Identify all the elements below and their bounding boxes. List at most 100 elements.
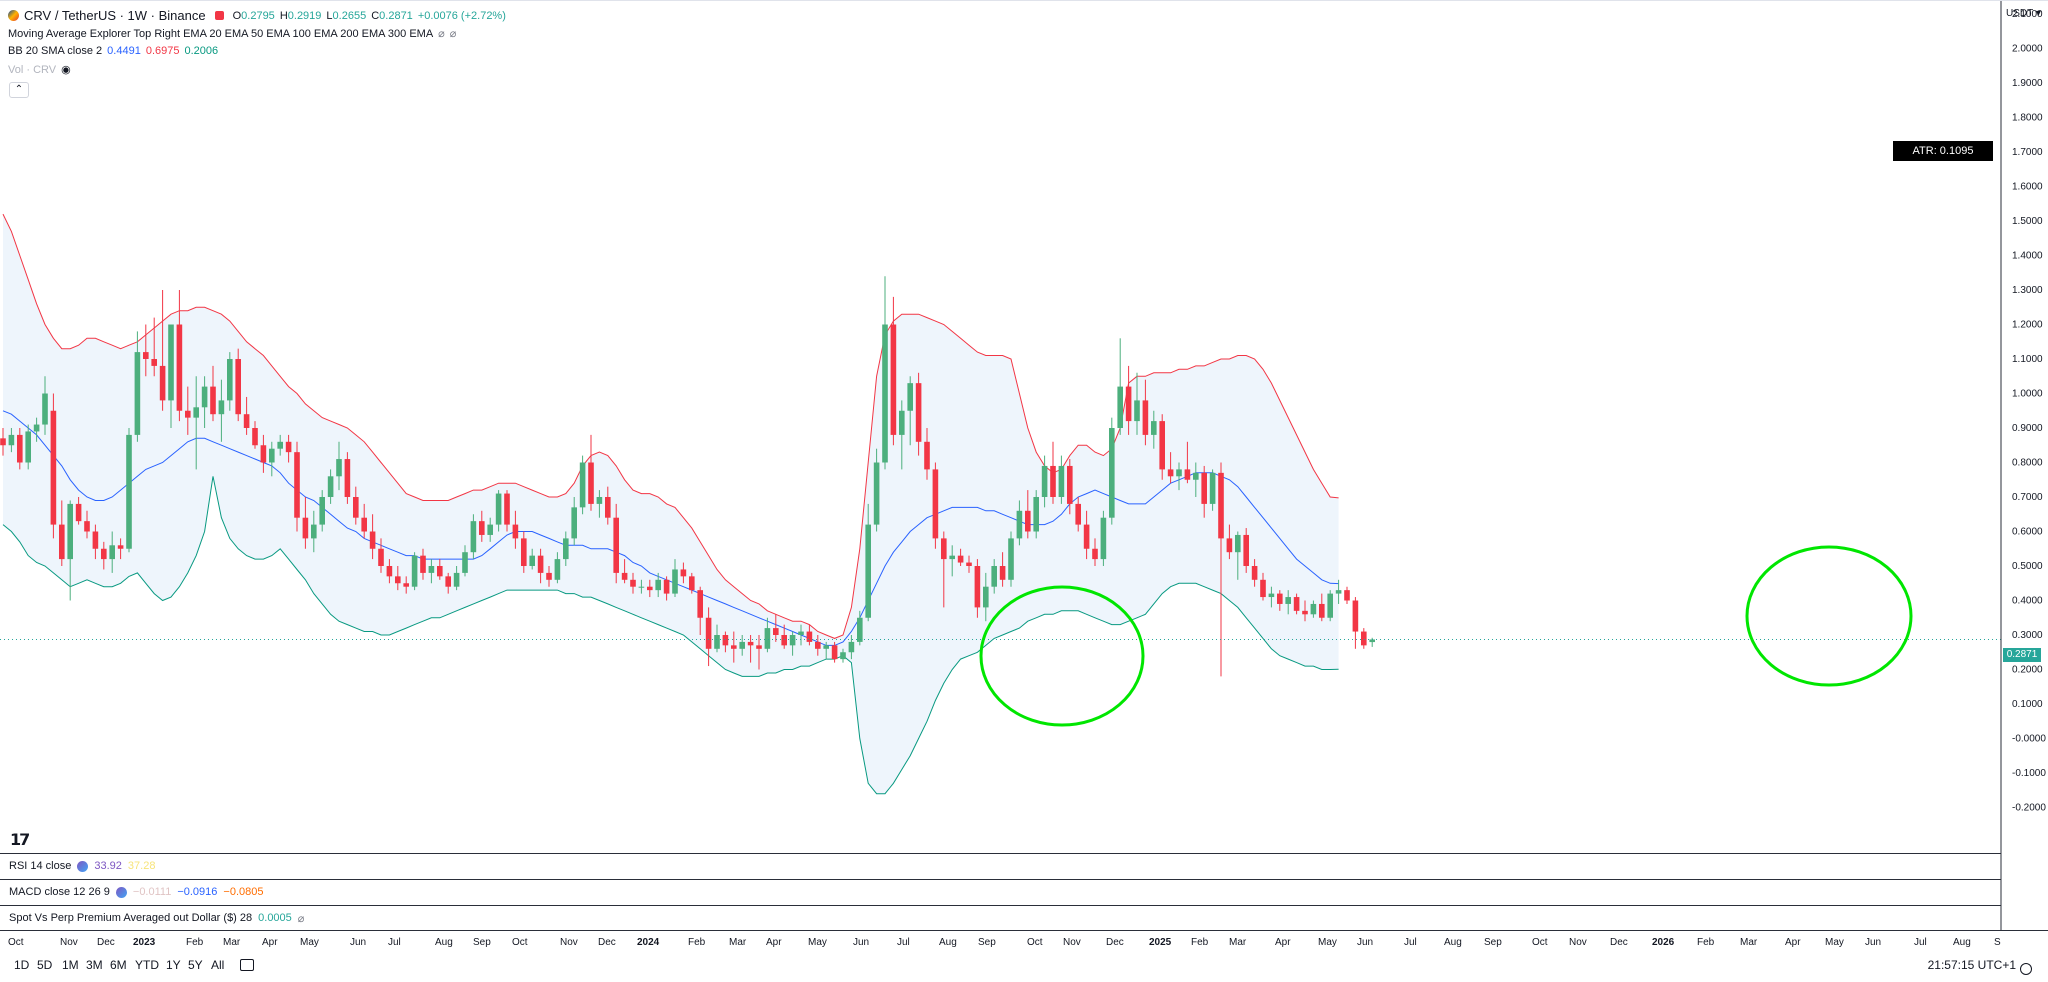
candle-body	[840, 652, 846, 660]
time-tick-label: Sep	[1484, 937, 1502, 948]
time-tick-label: Oct	[1027, 937, 1043, 948]
candle-body	[117, 545, 124, 549]
candle-body	[1235, 534, 1241, 553]
eye-icon[interactable]: ◉	[61, 64, 71, 76]
link-icon[interactable]: ⌀	[438, 28, 445, 40]
calendar-icon[interactable]	[240, 959, 254, 971]
ma-indicator-legend[interactable]: Moving Average Explorer Top Right EMA 20…	[8, 27, 457, 41]
candle-body	[1134, 400, 1140, 422]
time-tick-label: Dec	[1610, 937, 1628, 948]
timeframe-button-3m[interactable]: 3M	[86, 958, 103, 972]
candle-body	[1125, 386, 1132, 422]
market-closed-icon	[214, 11, 224, 20]
candle-body	[285, 441, 292, 453]
bb-lower-line	[2, 476, 1339, 795]
clock[interactable]: 21:57:15 UTC+1	[1927, 958, 2016, 972]
timeframe-button-1d[interactable]: 1D	[14, 958, 30, 972]
time-tick-label: Aug	[939, 937, 957, 948]
time-axis-layer: Oct Nov Dec 2023 Feb Mar Apr May Jun Jul Aug Sep Oct…	[8, 937, 2001, 948]
candle-body	[537, 555, 544, 573]
price-tick-label: 1.2000	[2012, 320, 2043, 331]
candle-body	[621, 572, 628, 580]
timeframe-button-1y[interactable]: 1Y	[166, 958, 181, 972]
time-tick-label: Jun	[1357, 937, 1373, 948]
timeframe-button-ytd[interactable]: YTD	[135, 958, 159, 972]
candle-body	[798, 631, 804, 635]
candle-body	[210, 386, 216, 415]
candle-body	[546, 572, 552, 580]
volume-legend[interactable]: Vol · CRV ◉	[8, 63, 71, 77]
candle-body	[1277, 593, 1283, 604]
time-tick-label: Nov	[60, 937, 78, 948]
candle-body	[344, 459, 351, 497]
rsi-label: RSI 14 close	[9, 860, 72, 872]
candle-body	[487, 524, 493, 535]
candle-body	[1008, 538, 1014, 580]
rsi-ma-value: 37.28	[127, 860, 156, 872]
candle-body	[269, 448, 275, 463]
time-tick-label: 2025	[1149, 937, 1172, 948]
hidden-icon[interactable]: ⌀	[297, 912, 305, 925]
candle-body	[1142, 400, 1149, 435]
spot-perp-pane[interactable]: Spot Vs Perp Premium Averaged out Dollar…	[0, 905, 2001, 930]
candle-body	[59, 524, 65, 560]
candle-body	[873, 462, 880, 525]
rsi-value: 33.92	[94, 860, 122, 872]
hide-icon[interactable]: ⌀	[449, 28, 457, 40]
bb-indicator-legend[interactable]: BB 20 SMA close 2 0.4491 0.6975 0.2006	[8, 45, 218, 57]
candle-body	[1184, 469, 1191, 480]
time-tick-label: Jul	[1404, 937, 1417, 948]
macd-line-value: −0.0916	[177, 886, 218, 898]
candle-body	[75, 503, 82, 522]
annotation-layer	[979, 545, 1913, 727]
currency-select[interactable]: USDT ▾	[2006, 8, 2041, 19]
candle-body	[134, 352, 141, 435]
time-tick-label: Jul	[1914, 937, 1927, 948]
time-tick-label: 2026	[1652, 937, 1675, 948]
timeframe-button-1m[interactable]: 1M	[62, 958, 79, 972]
bb-upper-line	[2, 213, 1339, 639]
macd-pane[interactable]: MACD close 12 26 9 −0.0111 −0.0916 −0.08…	[0, 879, 2001, 904]
candle-body	[932, 469, 939, 539]
time-tick-label: Oct	[1532, 937, 1548, 948]
price-tick-label: 1.0000	[2012, 389, 2043, 400]
candle-body	[680, 569, 687, 577]
time-tick-label: Dec	[97, 937, 115, 948]
timeframe-button-5d[interactable]: 5D	[37, 958, 53, 972]
tradingview-logo[interactable]: 𝟭𝟳	[10, 832, 30, 849]
candle-body	[722, 635, 729, 646]
candle-body	[420, 555, 426, 573]
candle-body	[143, 352, 149, 359]
candle-body	[1327, 593, 1333, 618]
timeframe-button-all[interactable]: All	[211, 958, 225, 972]
time-tick-label: May	[300, 937, 319, 948]
candle-body	[815, 641, 821, 649]
candle-body	[84, 521, 90, 532]
candle-body	[0, 438, 6, 446]
candle-body	[403, 583, 409, 587]
candle-body	[1109, 428, 1115, 518]
collapse-legend-button[interactable]: ⌃	[9, 82, 29, 98]
candle-body	[1218, 472, 1224, 539]
candle-body	[42, 393, 48, 425]
candle-body	[411, 555, 418, 587]
candle-body	[25, 431, 31, 463]
time-tick-label: Mar	[1229, 937, 1247, 948]
candle-body	[605, 497, 611, 518]
candle-body	[529, 555, 535, 566]
time-tick-label: Mar	[223, 937, 241, 948]
candle-body	[831, 645, 838, 660]
timeframe-button-6m[interactable]: 6M	[110, 958, 127, 972]
timeframe-button-5y[interactable]: 5Y	[188, 958, 203, 972]
price-tick-label: 2.1000	[2012, 9, 2043, 20]
settings-icon[interactable]	[2020, 963, 2032, 975]
candle-body	[17, 434, 23, 463]
candle-body	[1117, 386, 1123, 428]
rsi-pane[interactable]: RSI 14 close 33.92 37.28	[0, 853, 2001, 878]
candle-body	[151, 359, 157, 366]
time-tick-label: Apr	[262, 937, 278, 948]
bb-indicator-label: BB 20 SMA close 2	[8, 45, 103, 57]
time-tick-label: Feb	[186, 937, 204, 948]
